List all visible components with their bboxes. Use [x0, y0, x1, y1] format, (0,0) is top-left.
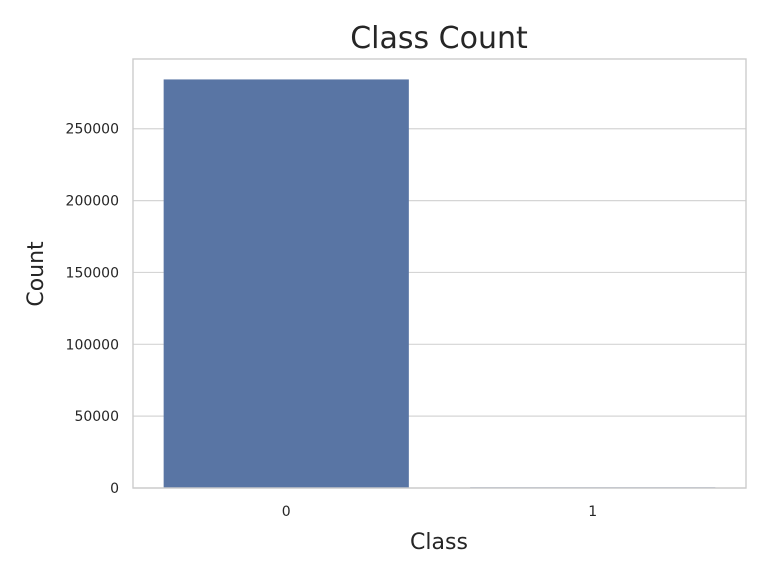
bar-class-0 [163, 79, 409, 488]
y-tick-label: 200000 [66, 194, 119, 210]
x-axis-label: Class [410, 530, 468, 555]
x-tick-label: 1 [588, 504, 597, 520]
y-tick-label: 0 [110, 481, 119, 497]
y-tick-label: 150000 [66, 265, 119, 281]
x-tick-label: 0 [282, 504, 291, 520]
y-tick-label: 100000 [66, 337, 119, 353]
y-tick-labels: 0 50000 100000 150000 200000 250000 [66, 122, 119, 497]
bars [163, 79, 716, 488]
y-tick-label: 250000 [66, 122, 119, 138]
y-axis-label: Count [24, 241, 49, 307]
chart-title: Class Count [350, 21, 528, 56]
y-tick-label: 50000 [74, 409, 119, 425]
plot-frame [132, 58, 747, 489]
